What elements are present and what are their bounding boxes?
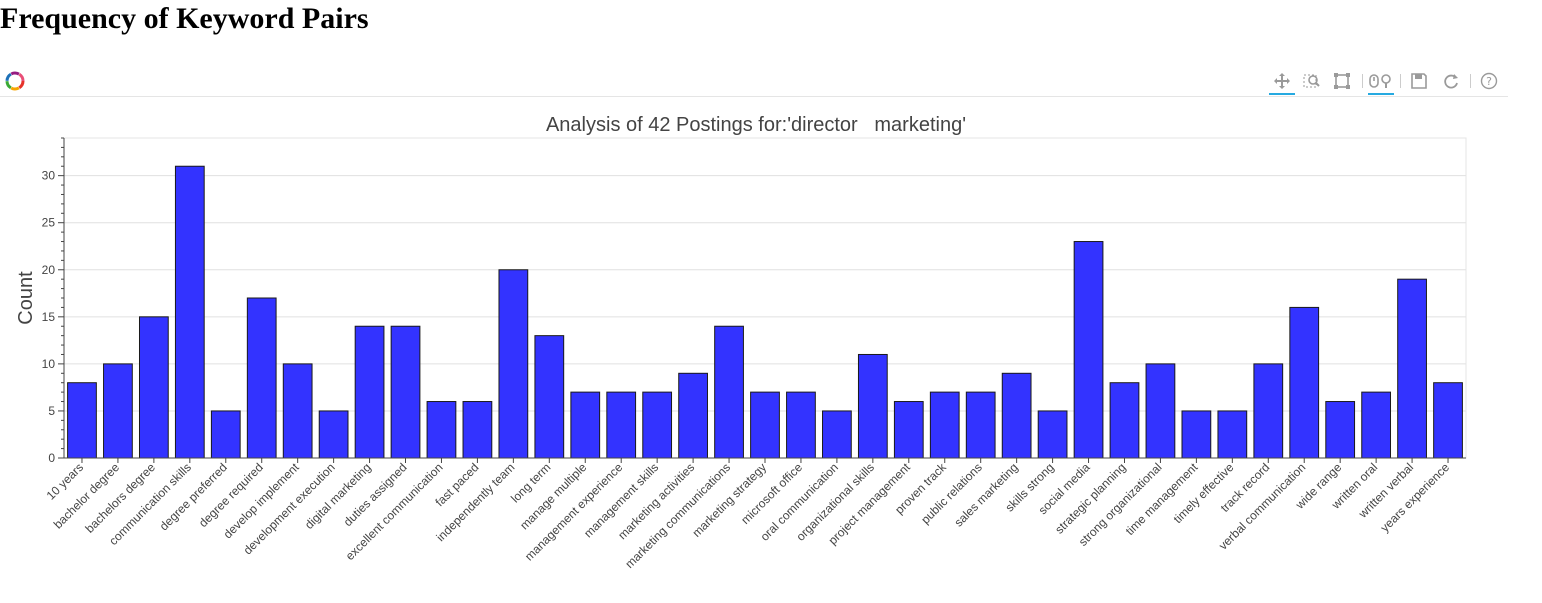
page-title: Frequency of Keyword Pairs — [0, 2, 369, 35]
bar[interactable] — [1325, 401, 1356, 459]
bar[interactable] — [570, 391, 601, 459]
bar[interactable] — [103, 363, 133, 459]
bar[interactable] — [1217, 410, 1248, 459]
wheel-zoom-tool-button[interactable] — [1368, 69, 1394, 95]
wheel-zoom-icon — [1369, 74, 1391, 88]
bar[interactable] — [1001, 372, 1032, 459]
bar[interactable] — [786, 391, 816, 459]
bar[interactable] — [1253, 363, 1284, 459]
bar[interactable] — [1073, 241, 1104, 459]
help-icon: ? — [1480, 72, 1498, 90]
bar[interactable] — [1109, 382, 1140, 459]
bar[interactable] — [498, 269, 529, 459]
bar[interactable] — [67, 382, 97, 459]
bar[interactable] — [929, 391, 960, 459]
y-tick-label: 30 — [42, 169, 56, 183]
bar[interactable] — [534, 335, 565, 459]
bars — [67, 165, 1463, 459]
y-tick-label: 5 — [48, 404, 55, 418]
box-zoom-icon — [1303, 74, 1320, 88]
bokeh-logo-icon[interactable] — [5, 71, 25, 91]
pan-tool-button[interactable] — [1269, 69, 1295, 95]
bar[interactable] — [318, 410, 349, 459]
bar[interactable] — [714, 325, 744, 459]
save-tool-button[interactable] — [1406, 69, 1432, 93]
save-icon — [1411, 73, 1427, 89]
chart-toolbar: ? — [0, 66, 1508, 97]
bar[interactable] — [965, 391, 996, 459]
bar[interactable] — [1361, 391, 1392, 459]
x-tick-label: sales marketing — [951, 460, 1020, 529]
box-select-icon — [1334, 73, 1350, 89]
toolbar-divider — [1362, 74, 1363, 88]
y-axis: 0 5 10 15 20 25 30 — [42, 137, 65, 465]
bar[interactable] — [426, 401, 457, 459]
box-zoom-tool-button[interactable] — [1299, 69, 1325, 93]
bar[interactable] — [246, 297, 277, 459]
y-tick-label: 0 — [48, 451, 55, 465]
y-tick-label: 20 — [42, 263, 56, 277]
bar[interactable] — [354, 325, 385, 459]
bar[interactable] — [678, 372, 708, 459]
y-tick-label: 25 — [42, 216, 56, 230]
x-tick-label: degree required — [196, 460, 266, 530]
bar[interactable] — [1397, 278, 1427, 459]
bar[interactable] — [282, 363, 313, 459]
bar[interactable] — [822, 410, 852, 459]
y-tick-label: 15 — [42, 310, 56, 324]
reset-tool-button[interactable] — [1438, 69, 1464, 93]
toolbar-divider — [1400, 74, 1401, 88]
toolbar-divider — [1470, 74, 1471, 88]
box-select-tool-button[interactable] — [1329, 69, 1355, 93]
chart-title: Analysis of 42 Postings for:'director ma… — [546, 114, 966, 136]
bar[interactable] — [1433, 382, 1463, 459]
bar[interactable] — [462, 401, 493, 459]
svg-text:?: ? — [1486, 75, 1492, 88]
bar[interactable] — [1037, 410, 1068, 459]
bar[interactable] — [893, 401, 924, 459]
bar[interactable] — [642, 391, 673, 459]
help-tool-button[interactable]: ? — [1476, 69, 1502, 93]
bar[interactable] — [1181, 410, 1212, 459]
move-arrows-icon — [1274, 73, 1290, 89]
bar[interactable] — [1145, 363, 1176, 459]
bar-chart[interactable]: Analysis of 42 Postings for:'director ma… — [0, 96, 1542, 603]
bar[interactable] — [390, 325, 421, 459]
bar[interactable] — [174, 165, 205, 459]
bar[interactable] — [606, 391, 637, 459]
bar[interactable] — [1289, 306, 1320, 459]
bar[interactable] — [210, 410, 241, 459]
y-axis-label: Count — [15, 271, 37, 325]
bar[interactable] — [857, 353, 888, 459]
x-tick-label: duties assigned — [341, 460, 410, 529]
bar[interactable] — [750, 391, 780, 459]
y-tick-label: 10 — [42, 357, 56, 371]
reset-icon — [1444, 74, 1458, 89]
bar[interactable] — [138, 316, 169, 459]
